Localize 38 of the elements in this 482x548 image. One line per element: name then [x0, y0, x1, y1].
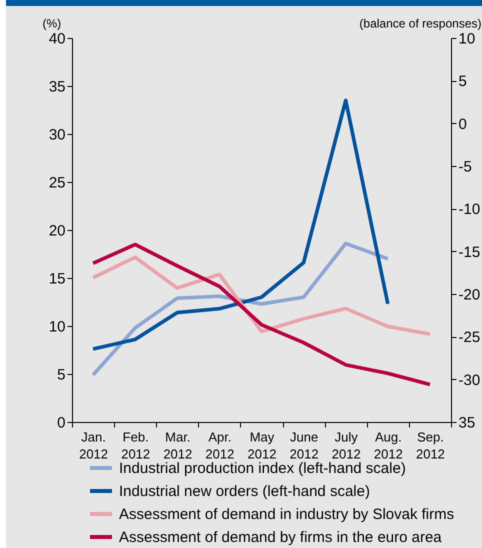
- x-tick-label: Jan. 2012: [79, 430, 108, 462]
- y-tick-label: 15: [48, 270, 66, 288]
- y2-tick-label: 35: [458, 414, 476, 432]
- y2-tick-label: 5: [458, 73, 467, 90]
- y2-tick-label: -20: [458, 286, 480, 304]
- x-tick-label: July 2012: [332, 430, 361, 462]
- y2-tick-label: -25: [458, 329, 480, 346]
- x-tick-label: May 2012: [248, 430, 276, 462]
- y-tick-label: 20: [48, 222, 66, 240]
- y2-tick-label: 10: [458, 30, 476, 48]
- y-tick-label: 0: [57, 414, 66, 432]
- legend-label: Assessment of demand in industry by Slovak firms: [119, 506, 454, 523]
- line-series: [91, 98, 390, 351]
- line-series: [91, 256, 432, 336]
- x-tick-label: Aug. 2012: [374, 430, 403, 462]
- x-tick-label: Apr. 2012: [205, 430, 234, 462]
- x-tick-label: June 2012: [290, 430, 319, 462]
- y2-axis-title: (balance of responses): [359, 16, 482, 30]
- x-tick-label: Feb. 2012: [121, 430, 150, 462]
- y2-tick-label: -10: [458, 201, 480, 218]
- y-tick-label: 25: [48, 174, 66, 192]
- y2-tick-label: -30: [458, 372, 480, 389]
- y2-tick-label: -15: [458, 244, 480, 261]
- line-series: [91, 242, 432, 386]
- y-axis-title: (%): [42, 16, 62, 30]
- legend-label: Industrial production index (left-hand scale): [119, 460, 406, 477]
- y-tick-label: 40: [48, 30, 66, 48]
- legend-label: Industrial new orders (left-hand scale): [119, 483, 370, 500]
- y-tick-label: 35: [48, 78, 66, 96]
- y2-tick-label: 0: [458, 116, 467, 133]
- y-tick-label: 10: [48, 318, 66, 336]
- line-series: [91, 242, 390, 377]
- y-tick-label: 5: [57, 366, 66, 384]
- y2-tick-label: -5: [458, 158, 472, 176]
- legend-label: Assessment of demand by firms in the euro area: [119, 529, 442, 546]
- x-tick-label: Sep. 2012: [416, 430, 445, 462]
- x-tick-label: Mar. 2012: [163, 430, 192, 462]
- y-tick-label: 30: [48, 126, 66, 144]
